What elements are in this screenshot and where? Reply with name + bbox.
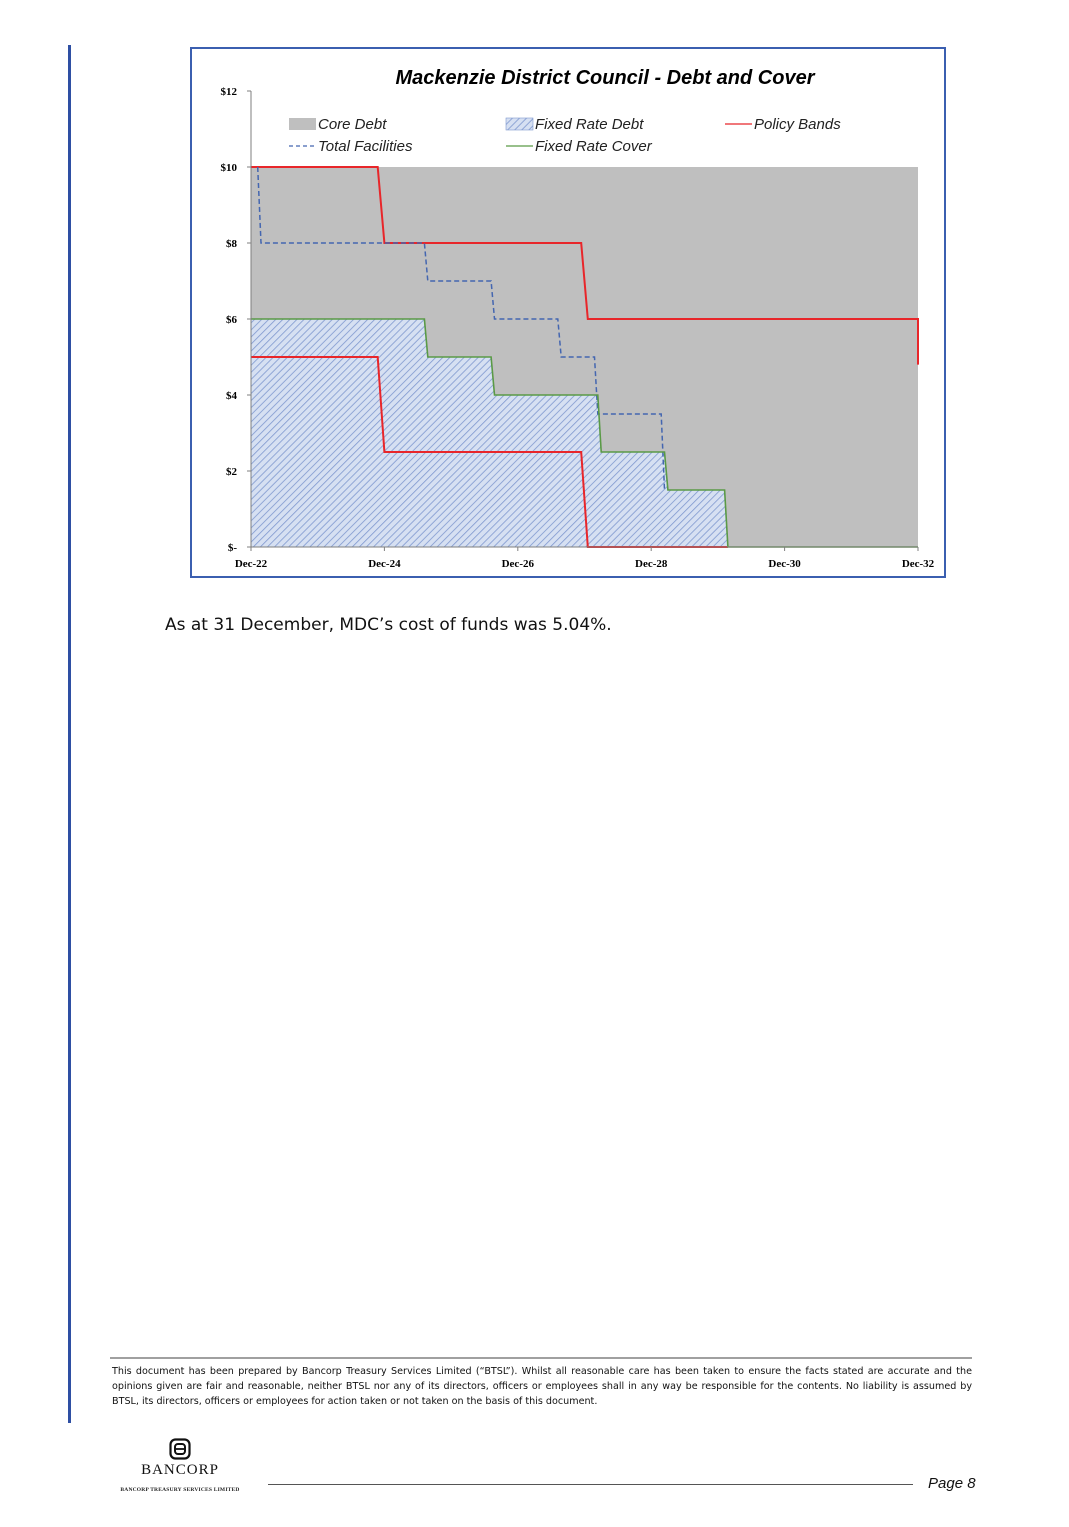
bottom-rule: [268, 1484, 913, 1485]
fixed-rate-cover-legend-label: Fixed Rate Cover: [535, 138, 653, 155]
left-margin-rule: [68, 45, 71, 1423]
disclaimer-text: This document has been prepared by Banco…: [112, 1366, 972, 1407]
y-tick-label: $6: [226, 314, 238, 326]
y-tick-label: $4: [226, 390, 238, 402]
debt-cover-chart: Mackenzie District Council - Debt and Co…: [190, 47, 946, 578]
x-tick-label: Dec-26: [502, 558, 535, 570]
chart-legend: Core Debt Fixed Rate Debt Policy Bands Tota…: [289, 116, 841, 155]
chart-title: Mackenzie District Council - Debt and Co…: [396, 67, 816, 89]
x-tick-label: Dec-28: [635, 558, 668, 570]
fixed-rate-cover-line: [251, 318, 918, 548]
y-tick-label: $10: [221, 162, 238, 174]
fixed-rate-debt-legend-label: Fixed Rate Debt: [535, 116, 644, 133]
total-facilities-legend-label: Total Facilities: [318, 138, 413, 155]
chart-axes: $- $2 $4 $6 $8 $10 $12 Dec-22 Dec-24 Dec-26 Dec-28…: [221, 86, 935, 570]
y-tick-label: $12: [221, 86, 238, 98]
x-tick-label: Dec-32: [902, 558, 935, 570]
cost-of-funds-text: As at 31 December, MDC’s cost of funds w…: [165, 615, 612, 635]
fixed-rate-debt-area: [251, 319, 728, 547]
core-debt-legend-swatch: [289, 118, 316, 130]
policy-bands-line-1: [251, 166, 919, 365]
page-number: Page 8: [928, 1475, 976, 1492]
x-tick-label: Dec-22: [235, 558, 268, 570]
plot-area: [251, 166, 919, 548]
chart-svg: Mackenzie District Council - Debt and Co…: [221, 67, 935, 570]
y-tick-label: $2: [226, 466, 238, 478]
core-debt-legend-label: Core Debt: [318, 116, 387, 133]
logo-name: BANCORP: [141, 1462, 219, 1478]
footer-divider: [110, 1357, 972, 1359]
bancorp-logo-icon: [169, 1438, 191, 1460]
bancorp-logo: BANCORP BANCORP TREASURY SERVICES LIMITE…: [110, 1438, 250, 1493]
y-tick-label: $-: [228, 542, 238, 554]
y-tick-label: $8: [226, 238, 238, 250]
total-facilities-line: [256, 166, 666, 491]
fixed-rate-debt-legend-swatch: [505, 117, 534, 131]
logo-subtitle: BANCORP TREASURY SERVICES LIMITED: [120, 1487, 240, 1493]
policy-bands-legend-label: Policy Bands: [754, 116, 841, 133]
x-tick-label: Dec-24: [368, 558, 401, 570]
x-tick-label: Dec-30: [768, 558, 801, 570]
